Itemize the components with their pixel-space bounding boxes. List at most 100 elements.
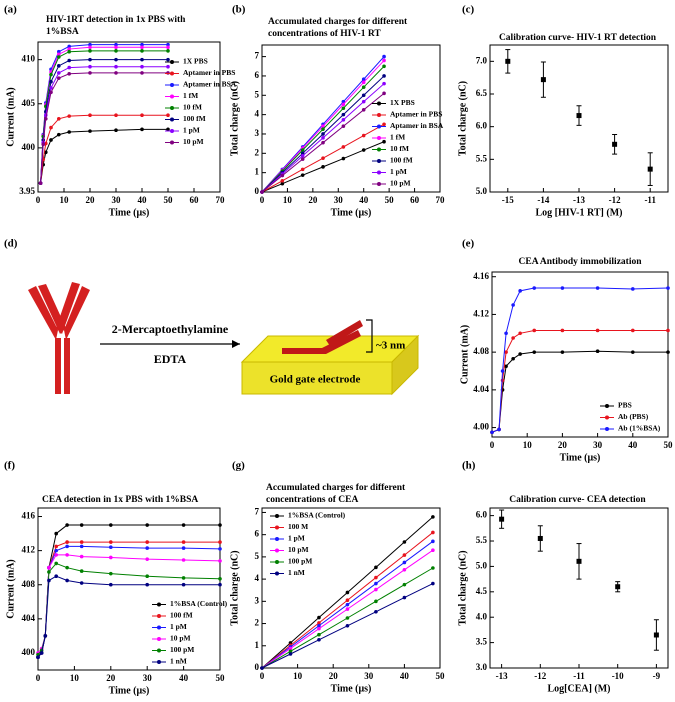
y-tick-label: 5.0 — [476, 560, 488, 570]
fab-fragment — [326, 320, 363, 346]
series-marker — [140, 113, 144, 118]
y-tick-label: 6.0 — [476, 510, 488, 520]
series-marker — [145, 540, 149, 544]
series-marker — [79, 523, 84, 527]
series-marker — [382, 64, 386, 69]
legend-marker — [157, 602, 161, 607]
legend-marker — [157, 648, 161, 653]
series-marker — [402, 582, 407, 587]
panel-label: (c) — [462, 4, 475, 16]
data-point — [612, 141, 618, 147]
series-marker — [595, 328, 600, 333]
y-tick-label: 4.12 — [473, 308, 489, 318]
series-marker — [280, 173, 285, 178]
series-marker — [431, 539, 435, 544]
series-marker — [114, 42, 118, 47]
chart-title: Accumulated charges for different concen… — [266, 483, 406, 505]
series-marker — [109, 523, 113, 527]
data-point — [647, 166, 653, 172]
legend-marker — [170, 106, 174, 110]
legend-label: 100 fM — [183, 114, 206, 123]
legend-marker — [170, 60, 174, 64]
series-marker — [57, 116, 61, 121]
x-tick-label: -10 — [612, 671, 624, 681]
series-marker — [560, 350, 565, 354]
series-marker — [67, 44, 71, 49]
y-tick-label: 4.0 — [476, 611, 488, 621]
x-tick-label: 20 — [558, 440, 568, 450]
legend-marker — [377, 147, 381, 152]
series-marker — [166, 42, 170, 47]
plot-frame — [261, 507, 441, 669]
series-marker — [57, 55, 61, 59]
series-marker — [145, 523, 149, 527]
series-marker — [67, 71, 71, 76]
series-marker — [114, 113, 118, 118]
x-tick-label: 40 — [359, 195, 369, 205]
series-marker — [402, 540, 407, 544]
series-marker — [288, 652, 293, 656]
series-marker — [88, 57, 92, 62]
series-marker — [500, 369, 505, 373]
legend-marker — [170, 83, 174, 87]
arrow-head — [232, 340, 240, 348]
legend-label: 100 fM — [170, 611, 193, 620]
electrode-label: Gold gate electrode — [270, 374, 361, 386]
series-marker — [109, 571, 113, 576]
series-marker — [382, 91, 386, 96]
series-marker — [300, 151, 305, 156]
legend-label: 1X PBS — [183, 57, 208, 66]
legend-marker — [377, 182, 381, 186]
series-line — [37, 524, 220, 658]
series-marker — [36, 655, 40, 660]
series-marker — [361, 93, 366, 98]
series-marker — [317, 632, 321, 637]
y-tick-label: 6 — [255, 70, 260, 80]
legend-marker — [157, 625, 161, 630]
legend-label: Aptamer in BSA — [183, 80, 237, 89]
x-axis-label: Time (μs) — [331, 207, 372, 218]
series-marker — [88, 113, 92, 118]
x-tick-label: 60 — [190, 195, 200, 205]
series-marker — [114, 45, 118, 50]
legend-label: 1 nM — [288, 568, 305, 577]
series-marker — [374, 565, 378, 570]
chart-title: CEA detection in 1x PBS with 1%BSA — [42, 495, 199, 505]
series-marker — [65, 578, 69, 583]
series-marker — [166, 71, 170, 75]
electrode-side — [391, 334, 419, 396]
y-tick-label: 7 — [255, 51, 260, 61]
series-marker — [345, 616, 350, 620]
series-marker — [109, 582, 113, 587]
series-line — [40, 128, 168, 184]
panel-label: (b) — [232, 4, 246, 16]
series-marker — [518, 289, 522, 293]
series-marker — [181, 546, 186, 550]
data-point — [540, 77, 546, 83]
panel-label: (d) — [4, 238, 18, 250]
series-marker — [341, 145, 346, 149]
x-axis-label: Log [HIV-1 RT] (M) — [536, 207, 623, 218]
x-tick-label: 10 — [293, 671, 303, 681]
legend-marker — [170, 94, 174, 99]
series-marker — [511, 336, 515, 340]
antibody-stem — [64, 338, 70, 394]
chart-title: HIV-1RT detection in 1x PBS with 1%BSA — [46, 15, 186, 37]
series-marker — [288, 646, 293, 651]
y-tick-label: 410 — [22, 54, 36, 64]
legend-label: Ab (PBS) — [618, 412, 649, 421]
y-tick-label: 400 — [22, 647, 36, 657]
x-tick-label: 10 — [523, 440, 533, 450]
series-marker — [181, 540, 186, 544]
y-axis-label: Total charge (nC) — [229, 81, 240, 156]
series-marker — [280, 178, 285, 183]
series-marker — [65, 544, 69, 549]
series-marker — [218, 547, 222, 551]
y-tick-label: 7 — [255, 507, 260, 517]
series-marker — [666, 328, 670, 333]
series-marker — [67, 49, 71, 54]
legend-label: Aptamer in PBS — [183, 68, 235, 77]
x-tick-label: 70 — [216, 195, 226, 205]
y-tick-label: 6.0 — [476, 121, 488, 131]
